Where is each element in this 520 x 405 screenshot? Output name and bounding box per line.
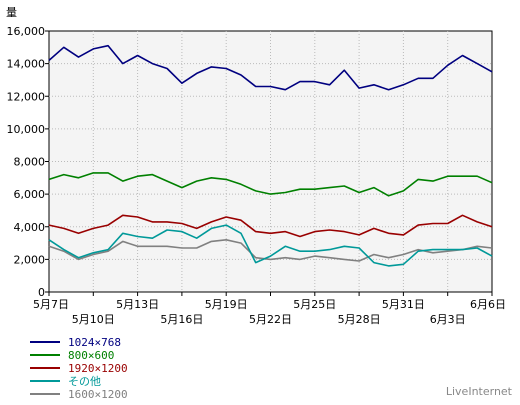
legend-swatch xyxy=(30,380,60,382)
y-tick-label: 8,000 xyxy=(14,156,46,169)
y-tick-label: 0 xyxy=(38,286,45,299)
brand-label: LiveInternet xyxy=(445,385,512,398)
x-tick-label: 5月28日 xyxy=(338,313,381,326)
x-tick-label: 5月31日 xyxy=(382,298,425,311)
series-line-3 xyxy=(48,224,493,267)
series-line-0 xyxy=(48,44,493,91)
legend-label: その他 xyxy=(68,375,101,388)
y-tick-label: 2,000 xyxy=(14,253,46,266)
x-tick-label: 5月16日 xyxy=(160,313,203,326)
y-axis-label: 量 xyxy=(6,6,17,19)
x-tick-label: 6月6日 xyxy=(470,298,506,311)
y-tick-label: 12,000 xyxy=(7,90,46,103)
series-line-4 xyxy=(48,239,493,262)
x-tick-label: 6月3日 xyxy=(430,313,466,326)
legend-swatch xyxy=(30,354,60,356)
x-tick-label: 5月10日 xyxy=(72,313,115,326)
series-line-2 xyxy=(48,214,493,238)
y-tick-label: 4,000 xyxy=(14,221,46,234)
x-tick-label: 5月19日 xyxy=(205,298,248,311)
legend-swatch xyxy=(30,341,60,343)
series-line-1 xyxy=(48,172,493,197)
x-tick-label: 5月13日 xyxy=(116,298,159,311)
legend-label: 800×600 xyxy=(68,349,115,362)
legend-swatch xyxy=(30,393,60,395)
x-tick-label: 5月7日 xyxy=(33,298,69,311)
legend-label: 1600×1200 xyxy=(68,388,128,401)
x-tick-label: 5月25日 xyxy=(293,298,336,311)
y-tick-label: 14,000 xyxy=(7,58,46,71)
legend-label: 1920×1200 xyxy=(68,362,128,375)
y-tick-label: 16,000 xyxy=(7,25,46,38)
x-tick-label: 5月22日 xyxy=(249,313,292,326)
legend-swatch xyxy=(30,367,60,369)
legend-label: 1024×768 xyxy=(68,336,121,349)
y-tick-label: 10,000 xyxy=(7,123,46,136)
chart: 0 2,000 4,000 6,000 8,000 10,000 12,000 14,000 1… xyxy=(6,6,506,326)
y-tick-label: 6,000 xyxy=(14,188,46,201)
